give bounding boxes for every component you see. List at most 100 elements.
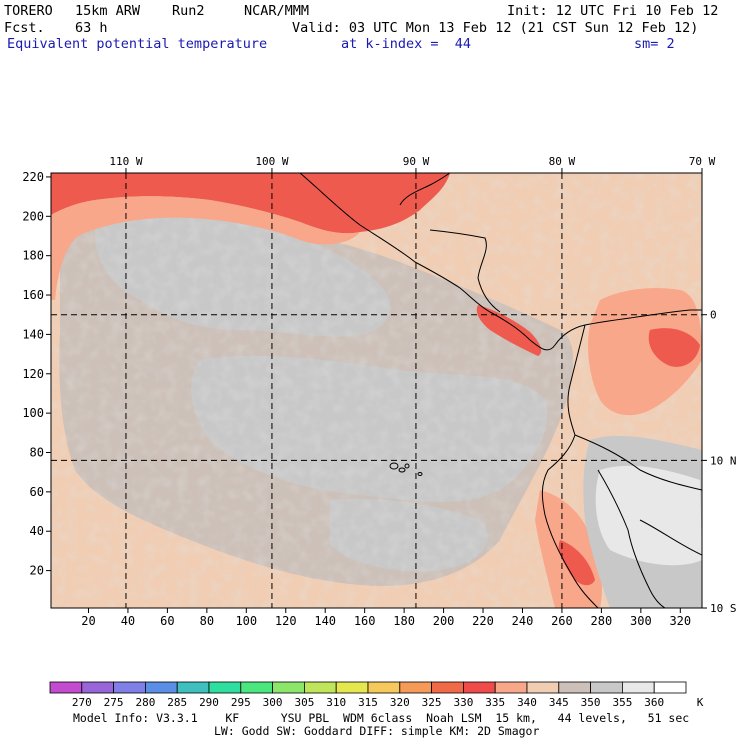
y-tick-label: 180: [22, 249, 44, 263]
colorbar-swatch: [49, 681, 83, 694]
colorbar-swatch: [622, 681, 655, 694]
colorbar-swatch: [494, 681, 528, 694]
colorbar-swatch: [303, 681, 337, 694]
colorbar-swatch: [113, 681, 146, 694]
cool-region-amazon-core: [595, 465, 702, 566]
field-name: Equivalent potential temperature: [7, 36, 268, 52]
y-tick-label: 100: [22, 406, 44, 420]
border-bolivia: [639, 519, 702, 556]
colorbar-level-label: 310: [326, 696, 346, 709]
warm-region-north-edge: [51, 196, 360, 300]
colorbar-swatch: [367, 681, 401, 694]
run-label: Run2: [172, 3, 205, 19]
longitude-label: 100 W: [255, 155, 288, 168]
longitude-label: 80 W: [549, 155, 576, 168]
y-tick-label: 160: [22, 288, 44, 302]
x-tick-label: 180: [393, 614, 415, 628]
colorbar-level-label: 320: [390, 696, 410, 709]
warm-region-costa-rica: [476, 305, 542, 356]
border-peru-brazil: [574, 434, 702, 491]
colorbar: 270 275 280 285 290 295 300 305 310 315 320 325 330 3…: [49, 681, 704, 709]
model-resolution: 15km ARW: [75, 3, 141, 19]
colorbar-level-label: 350: [581, 696, 601, 709]
colorbar-level-label: 360: [644, 696, 664, 709]
galapagos-island: [398, 467, 406, 473]
forecast-label: Fcst.: [4, 20, 45, 36]
colorbar-swatch: [335, 681, 369, 694]
x-tick-label: 300: [630, 614, 652, 628]
colorbar-level-label: 295: [231, 696, 251, 709]
x-tick-label: 160: [354, 614, 376, 628]
coastline-mexico-central-america: [299, 173, 586, 351]
colorbar-swatch: [590, 681, 623, 694]
x-tick-label: 20: [81, 614, 95, 628]
y-tick-label: 20: [30, 564, 44, 578]
colorbar-level-label: 280: [135, 696, 155, 709]
colorbar-swatch: [399, 681, 432, 694]
map-fill-layer: [51, 173, 702, 608]
longitude-label: 110 W: [109, 155, 142, 168]
x-tick-label: 280: [591, 614, 613, 628]
colorbar-swatch: [272, 681, 305, 694]
y-axis: 20 40 60 80 100 120 140 160 180 200 220: [22, 170, 51, 578]
x-tick-label: 140: [314, 614, 336, 628]
y-tick-label: 80: [30, 446, 44, 460]
colorbar-swatch: [144, 681, 178, 694]
coastlines: [299, 173, 702, 608]
y-tick-label: 120: [22, 367, 44, 381]
warm-region-north: [51, 173, 450, 234]
warm-region-peru-core: [558, 540, 595, 586]
colorbar-level-label: 275: [104, 696, 124, 709]
warm-region-colombia-core: [648, 328, 700, 367]
y-tick-label: 140: [22, 327, 44, 341]
galapagos-island: [404, 463, 410, 469]
x-tick-label: 320: [669, 614, 691, 628]
level-label: at k-index = 44: [341, 36, 472, 52]
colorbar-level-label: 315: [358, 696, 378, 709]
model-name: TORERO: [4, 3, 53, 19]
longitude-label: 70 W: [689, 155, 716, 168]
x-tick-label: 260: [551, 614, 573, 628]
coastline-south-america-north: [584, 309, 702, 326]
x-tick-label: 40: [121, 614, 135, 628]
x-tick-label: 100: [235, 614, 257, 628]
x-tick-label: 240: [512, 614, 534, 628]
x-tick-label: 220: [472, 614, 494, 628]
init-time: Init: 12 UTC Fri 10 Feb 12: [507, 3, 719, 19]
valid-time: Valid: 03 UTC Mon 13 Feb 12 (21 CST Sun …: [292, 20, 699, 36]
colorbar-swatch: [81, 681, 115, 694]
smoothing-label: sm= 2: [634, 36, 675, 52]
colorbar-swatch: [558, 681, 591, 694]
colorbar-level-label: 335: [485, 696, 505, 709]
y-tick-label: 220: [22, 170, 44, 184]
coastline-yucatan: [399, 173, 451, 206]
x-tick-label: 60: [160, 614, 174, 628]
y-tick-label: 40: [30, 524, 44, 538]
galapagos-island: [417, 472, 423, 476]
organization-label: NCAR/MMM: [244, 3, 310, 19]
footer-physics-info: LW: Godd SW: Goddard DIFF: simple KM: 2D…: [214, 724, 540, 738]
colorbar-swatch: [462, 681, 496, 694]
x-axis: 20 40 60 80 100 120 140 160 180 200 220 240 260 280 30…: [81, 608, 691, 628]
latitude-label: 0: [710, 309, 717, 322]
colorbar-level-label: 270: [72, 696, 92, 709]
y-tick-label: 200: [22, 209, 44, 223]
colorbar-level-label: 325: [422, 696, 442, 709]
x-tick-label: 80: [200, 614, 214, 628]
colorbar-level-label: 285: [167, 696, 187, 709]
colorbar-level-label: 305: [294, 696, 314, 709]
galapagos-island: [389, 462, 399, 470]
y-tick-label: 60: [30, 485, 44, 499]
forecast-hours: 63 h: [75, 20, 108, 36]
colorbar-level-label: 300: [263, 696, 283, 709]
border-andes: [597, 469, 666, 608]
map-frame: [50, 172, 703, 609]
coastline-caribbean: [429, 229, 501, 313]
colorbar-level-label: 355: [612, 696, 632, 709]
colorbar-swatch: [431, 681, 464, 694]
colorbar-level-label: 330: [453, 696, 473, 709]
longitude-labels: 110 W 100 W 90 W 80 W 70 W: [109, 155, 716, 173]
x-tick-label: 200: [433, 614, 455, 628]
galapagos-islands: [389, 462, 423, 476]
